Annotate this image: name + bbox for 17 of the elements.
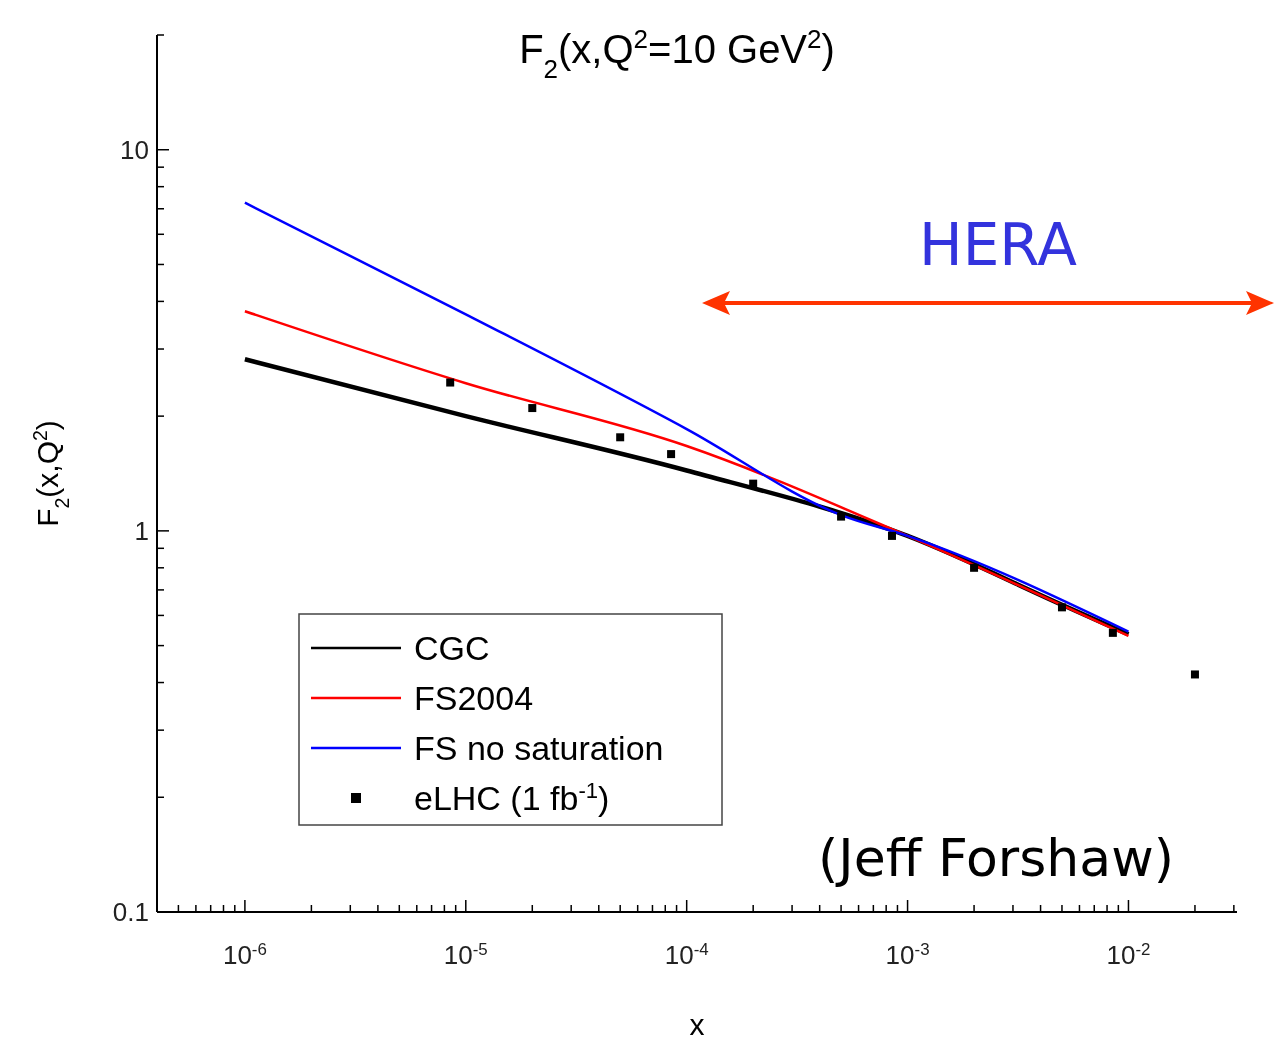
annotation: HERA (919, 211, 1078, 279)
y-tick-label: 10 (120, 134, 149, 165)
x-tick-label: 10$^{-5}$ (443, 939, 488, 970)
y-tick-label: 1 (134, 515, 149, 546)
x-tick-label: 10$^{-4}$ (664, 939, 709, 970)
x-tick-label: 10$^{-6}$ (222, 939, 267, 970)
legend-label: FS no saturation (414, 729, 664, 767)
x-axis-title: x (689, 1008, 705, 1041)
legend-label: eLHC (1 fb$^{-1}$) (414, 777, 610, 817)
line-series (243, 309, 1130, 638)
legend-label: CGC (414, 629, 490, 667)
annotation: (Jeff Forshaw) (818, 828, 1174, 888)
x-tick-label: 10$^{-2}$ (1106, 939, 1151, 970)
y-tick-label: 0.1 (112, 897, 149, 927)
chart-title: F$_{2}$(x,Q$^{2}$=10 GeV$^{2}$) (519, 24, 835, 84)
x-tick-label: 10$^{-3}$ (885, 939, 930, 970)
legend-label: FS2004 (414, 679, 534, 717)
